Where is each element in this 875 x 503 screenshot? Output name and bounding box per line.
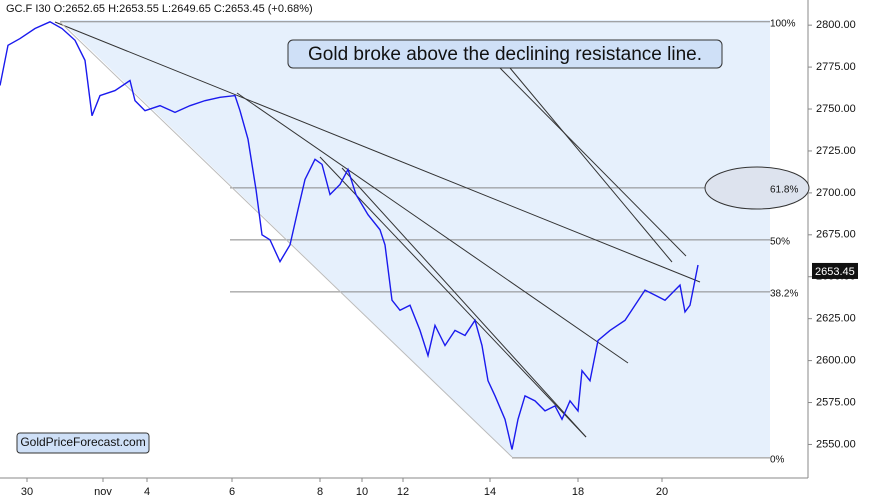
x-tick-label: 14	[484, 486, 496, 498]
y-tick-label: 2725.00	[816, 145, 856, 157]
y-tick-label: 2800.00	[816, 19, 856, 31]
x-tick-label: 6	[229, 486, 235, 498]
trend-line	[341, 167, 587, 438]
trend-line	[54, 21, 701, 283]
y-tick-label: 2550.00	[816, 438, 856, 450]
x-tick-label: 10	[356, 486, 368, 498]
fib-label: 0%	[770, 455, 785, 466]
x-tick-label: 18	[572, 486, 584, 498]
x-tick-label: 12	[397, 486, 409, 498]
x-tick-label: 20	[656, 486, 668, 498]
trend-line	[319, 156, 587, 438]
trend-line	[236, 92, 629, 364]
pointer-line	[499, 67, 687, 257]
y-tick-label: 2600.00	[816, 355, 856, 367]
x-tick-label: 8	[317, 486, 323, 498]
watermark-box	[16, 432, 150, 454]
x-tick-label: nov	[94, 486, 112, 498]
fib-label: 38.2%	[770, 288, 798, 299]
y-tick-label: 2750.00	[816, 103, 856, 115]
trend-lines	[54, 21, 701, 458]
y-tick-label: 2575.00	[816, 396, 856, 408]
watermark: GoldPriceForecast.com	[20, 435, 145, 449]
x-tick-label: 4	[144, 486, 150, 498]
annotation-box	[287, 39, 723, 69]
highlight-ellipse	[704, 166, 810, 210]
fib-zone	[60, 20, 770, 457]
channel-line	[59, 21, 513, 458]
fib-label: 61.8%	[770, 184, 798, 195]
y-tick-label: 2675.00	[816, 229, 856, 241]
y-tick-label: 2775.00	[816, 61, 856, 73]
x-tick-label: 30	[21, 486, 33, 498]
fib-label: 50%	[770, 236, 790, 247]
price-line	[0, 21, 699, 450]
header: GC.F I30 O:2652.65 H:2653.55 L:2649.65 C…	[6, 3, 313, 15]
fib-label: 100%	[770, 18, 796, 29]
last-price-label: 2653.45	[815, 266, 855, 278]
last-price-box	[812, 262, 858, 279]
annotation: Gold broke above the declining resistanc…	[308, 44, 702, 65]
y-tick-label: 2625.00	[816, 313, 856, 325]
y-tick-label: 2700.00	[816, 187, 856, 199]
pointer-line	[509, 67, 673, 263]
